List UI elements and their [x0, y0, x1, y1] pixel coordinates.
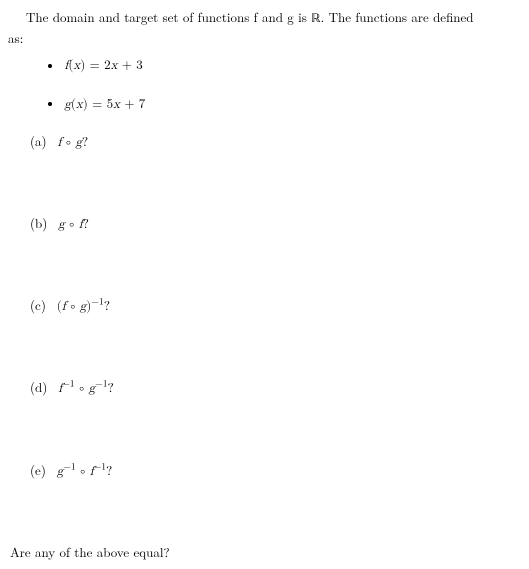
c-q: ?	[104, 300, 110, 313]
expr-a: f ∘ g?	[57, 136, 88, 149]
b-compose: ∘	[69, 218, 74, 231]
g-const: 7	[139, 98, 146, 111]
intro-text-pre: The domain and target set of functions f…	[26, 7, 311, 26]
e-q: ?	[106, 465, 112, 478]
b-q: ?	[83, 218, 89, 231]
a-compose: ∘	[66, 136, 71, 149]
a-q: ?	[82, 136, 88, 149]
label-e: (e)	[30, 460, 46, 479]
e-compose: ∘	[80, 465, 85, 478]
expr-d: f−1 ∘ g−1?	[58, 382, 114, 395]
def-g-expr: g(x) = 5x + 7	[64, 98, 145, 111]
d-sup-left: −1	[62, 379, 74, 389]
intro-line-2: as:	[8, 29, 517, 47]
expr-e: g−1 ∘ f−1?	[57, 465, 113, 478]
expr-c: (f ∘ g)−1?	[57, 300, 110, 313]
real-symbol: ℝ	[311, 13, 320, 26]
d-sup-right: −1	[95, 379, 107, 389]
label-a: (a)	[30, 131, 47, 150]
def-f: f(x) = 2x + 3	[48, 55, 517, 75]
label-d: (d)	[30, 377, 47, 396]
question-b: (b) g ∘ f?	[30, 214, 517, 234]
label-c: (c)	[30, 295, 46, 314]
def-f-expr: f(x) = 2x + 3	[64, 59, 142, 72]
c-left: f	[62, 300, 66, 313]
e-sup-right: −1	[94, 461, 106, 471]
definition-list: f(x) = 2x + 3 g(x) = 5x + 7	[8, 55, 517, 113]
a-left: f	[57, 136, 61, 149]
c-sup: −1	[91, 297, 103, 307]
label-b: (b)	[30, 213, 47, 232]
def-g: g(x) = 5x + 7	[48, 94, 517, 114]
b-left: g	[58, 218, 65, 231]
final-question: Are any of the above equal?	[10, 543, 517, 561]
expr-b: g ∘ f?	[58, 218, 89, 231]
c-compose: ∘	[70, 300, 75, 313]
e-sup-left: −1	[63, 461, 75, 471]
question-c: (c) (f ∘ g)−1?	[30, 296, 517, 316]
bullet-icon	[48, 102, 52, 106]
g-var: x	[113, 98, 120, 111]
intro-text-post: . The functions are defined	[321, 7, 474, 26]
d-compose: ∘	[79, 382, 84, 395]
question-a: (a) f ∘ g?	[30, 132, 517, 152]
f-const: 3	[136, 59, 143, 72]
bullet-icon	[48, 64, 52, 68]
question-d: (d) f−1 ∘ g−1?	[30, 378, 517, 398]
f-var: x	[111, 59, 118, 72]
page: The domain and target set of functions f…	[0, 0, 529, 569]
intro-line-1: The domain and target set of functions f…	[8, 8, 517, 29]
question-e: (e) g−1 ∘ f−1?	[30, 461, 517, 481]
g-arg: x	[76, 98, 83, 111]
d-q: ?	[108, 382, 114, 395]
